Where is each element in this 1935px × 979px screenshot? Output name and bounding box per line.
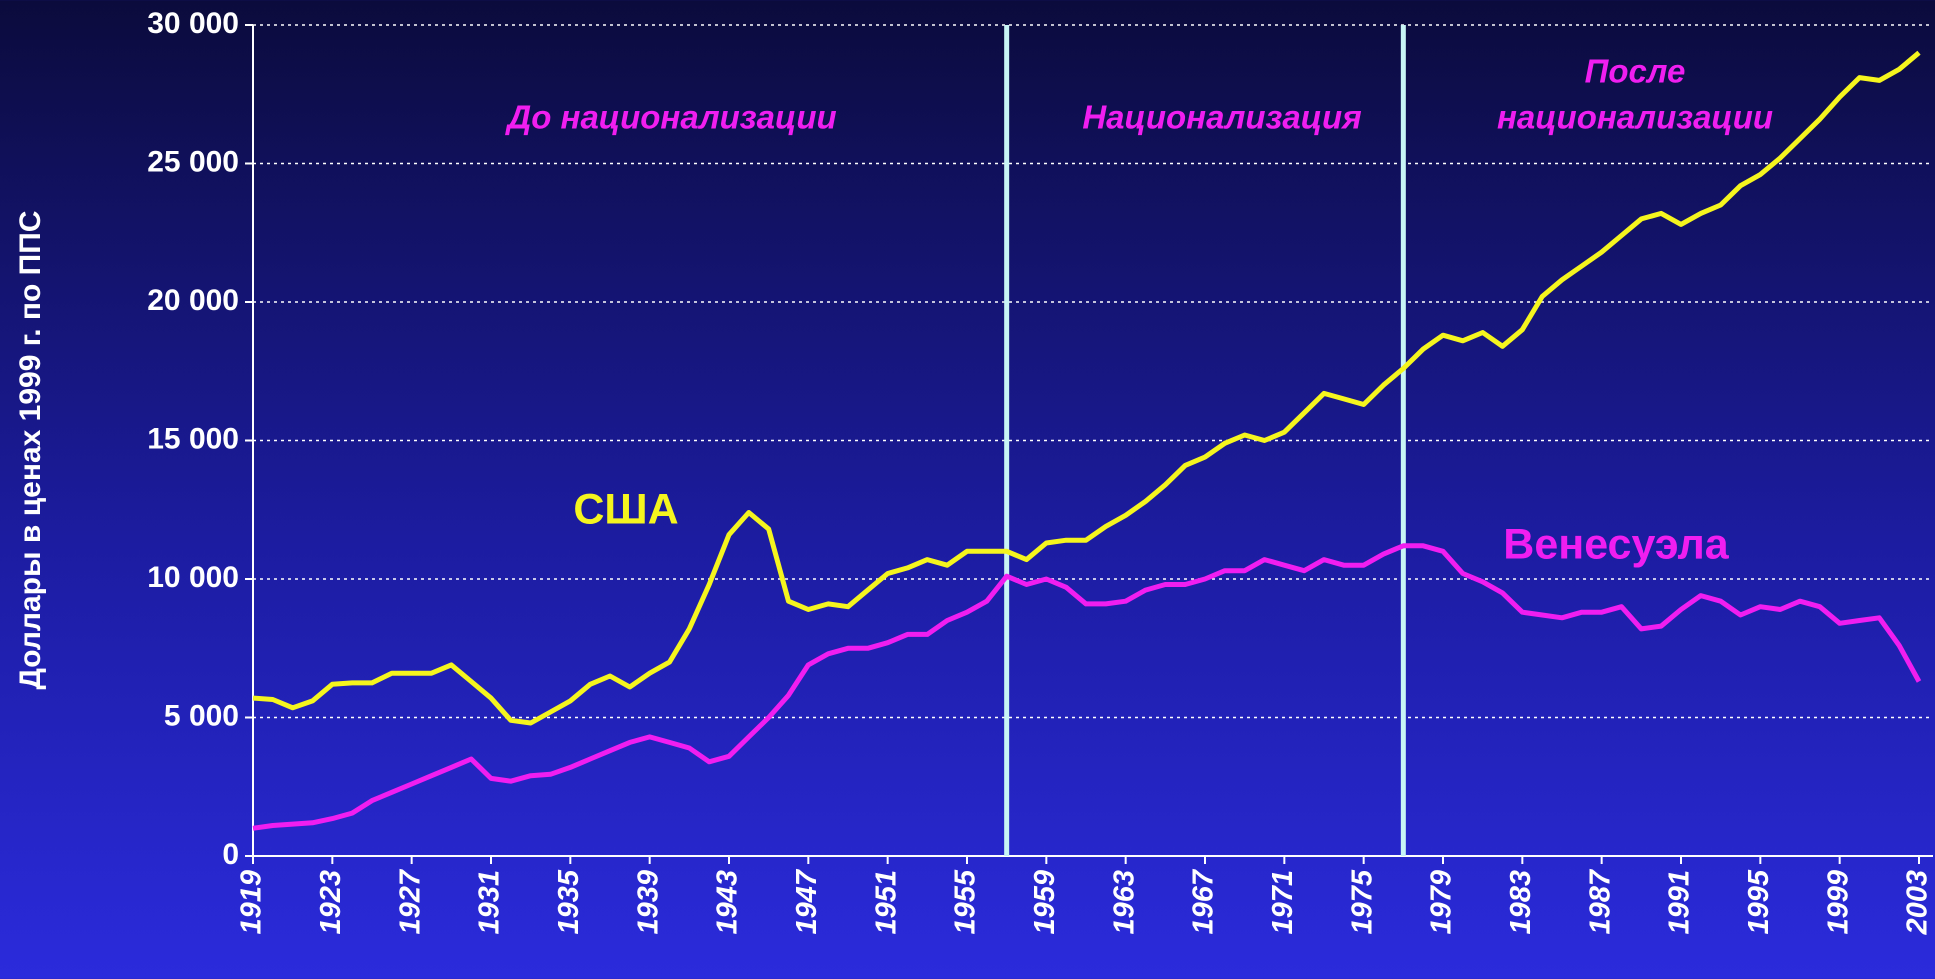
- period-label: До национализации: [504, 99, 836, 136]
- x-tick-label: 1951: [870, 870, 902, 935]
- period-label: Национализация: [1082, 99, 1361, 136]
- x-tick-label: 1963: [1108, 870, 1140, 935]
- x-tick-label: 1959: [1029, 870, 1061, 935]
- x-tick-label: 1987: [1584, 868, 1616, 934]
- x-tick-label: 1967: [1188, 868, 1220, 934]
- x-tick-label: 1991: [1664, 870, 1696, 935]
- x-tick-label: 1931: [474, 870, 506, 935]
- y-tick-label: 10 000: [147, 561, 239, 594]
- x-tick-label: 1923: [315, 870, 347, 935]
- x-tick-label: 1947: [791, 868, 823, 934]
- x-tick-label: 1927: [394, 868, 426, 934]
- x-tick-label: 1979: [1426, 870, 1458, 935]
- x-tick-label: 1983: [1505, 870, 1537, 935]
- x-tick-label: 1971: [1267, 870, 1299, 935]
- x-tick-label: 1995: [1743, 869, 1775, 934]
- y-tick-label: 30 000: [147, 7, 239, 40]
- series-line: [252, 543, 1922, 831]
- series-line: [252, 50, 1921, 726]
- period-label: После: [1585, 53, 1686, 90]
- x-tick-label: 1939: [632, 870, 664, 935]
- y-tick-label: 25 000: [147, 145, 239, 178]
- x-tick-label: 1999: [1822, 870, 1854, 935]
- y-tick-label: 5 000: [164, 699, 239, 732]
- y-axis-title: Доллары в ценах 1999 г. по ППС: [14, 211, 47, 690]
- x-tick-label: 1975: [1346, 869, 1378, 934]
- x-tick-label: 2003: [1902, 870, 1934, 936]
- series-label: Венесуэла: [1503, 520, 1730, 568]
- y-tick-label: 20 000: [147, 284, 239, 317]
- series-label: США: [573, 485, 678, 533]
- x-tick-label: 1919: [236, 870, 268, 935]
- y-tick-label: 0: [222, 838, 239, 871]
- x-tick-label: 1955: [950, 869, 982, 934]
- x-tick-label: 1935: [553, 869, 585, 934]
- x-tick-label: 1943: [712, 870, 744, 935]
- period-label: национализации: [1497, 99, 1773, 136]
- y-tick-label: 15 000: [147, 422, 239, 455]
